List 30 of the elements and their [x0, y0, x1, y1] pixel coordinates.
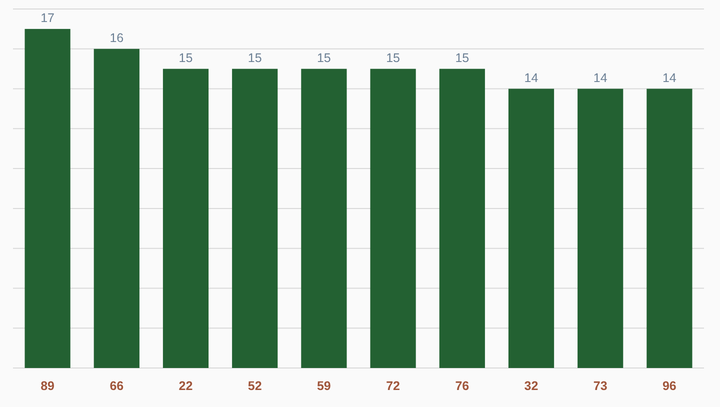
bar — [24, 28, 70, 368]
data-label: 14 — [524, 70, 538, 85]
x-tick-label: 73 — [593, 379, 608, 393]
data-label: 15 — [248, 50, 262, 65]
bar — [578, 88, 624, 368]
bar — [439, 68, 485, 368]
bar — [508, 88, 554, 368]
x-tick-label: 22 — [178, 379, 193, 393]
x-tick-label: 72 — [386, 379, 400, 393]
bar — [162, 68, 209, 368]
data-label: 17 — [40, 10, 55, 25]
data-label: 15 — [316, 50, 331, 65]
bar — [232, 68, 278, 368]
x-tick-label: 66 — [110, 379, 124, 393]
x-tick-label: 89 — [40, 379, 55, 393]
x-tick-label: 76 — [455, 379, 470, 393]
x-tick-label: 59 — [316, 379, 331, 393]
data-label: 15 — [455, 50, 470, 65]
bar — [301, 68, 347, 368]
data-label: 16 — [110, 30, 124, 45]
bar — [646, 88, 692, 368]
data-label: 15 — [386, 50, 400, 65]
x-tick-label: 96 — [662, 379, 676, 393]
data-label: 14 — [593, 70, 608, 85]
bar — [94, 48, 140, 368]
x-tick-label: 32 — [524, 379, 538, 393]
data-label: 14 — [662, 70, 676, 85]
bar — [370, 68, 416, 368]
x-tick-label: 52 — [248, 379, 262, 393]
data-label: 15 — [178, 50, 193, 65]
